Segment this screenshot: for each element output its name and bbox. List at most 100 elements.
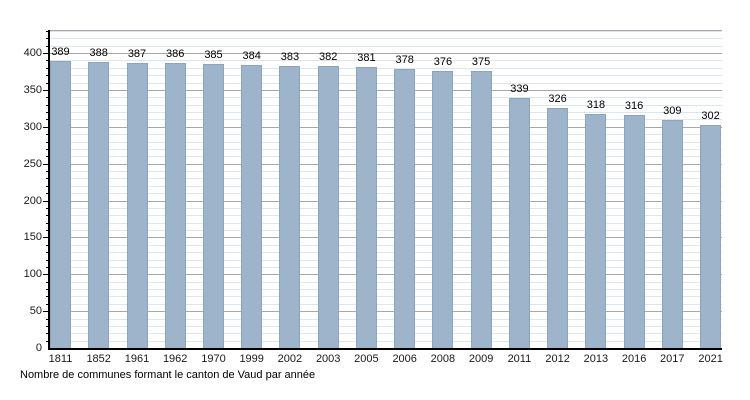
- y-axis: [48, 30, 50, 350]
- y-gridline-minor: [50, 178, 722, 180]
- y-gridline-minor: [50, 222, 722, 224]
- y-tick-label: 250: [23, 157, 42, 170]
- y-gridline-minor: [50, 303, 722, 305]
- bar-value-label: 381: [357, 52, 376, 64]
- y-tick-label: 150: [23, 231, 42, 244]
- x-tick-label: 1999: [239, 353, 264, 365]
- x-axis: [48, 348, 722, 350]
- x-tick-label: 1961: [124, 353, 150, 365]
- bar-value-label: 339: [510, 83, 529, 95]
- y-gridline-minor: [50, 207, 722, 209]
- bar: [585, 113, 607, 348]
- chart-caption: Nombre de communes formant le canton de …: [20, 369, 316, 381]
- y-gridline-minor: [50, 230, 722, 231]
- bar: [355, 67, 377, 348]
- bar-value-label: 389: [51, 46, 70, 59]
- y-tick-label: 350: [23, 83, 42, 96]
- bar-value-label: 316: [624, 99, 644, 112]
- y-gridline-minor: [50, 75, 722, 77]
- bar: [432, 70, 454, 348]
- bar: [203, 64, 224, 348]
- y-gridline-minor: [50, 141, 722, 143]
- plot-frame-top: [50, 30, 722, 31]
- bar-value-label: 388: [89, 46, 108, 59]
- x-tick-label: 2017: [660, 353, 685, 365]
- bar-value-label: 309: [663, 105, 682, 118]
- y-gridline-major: [50, 89, 722, 91]
- y-axis-tick: [43, 200, 50, 202]
- y-axis-tick: [43, 89, 50, 91]
- y-tick-label: 50: [29, 305, 42, 318]
- x-tick-label: 2006: [392, 353, 417, 365]
- y-gridline-minor: [50, 171, 722, 172]
- bar-value-label: 318: [586, 98, 606, 111]
- y-tick-label: 100: [23, 268, 42, 281]
- y-gridline-major: [50, 200, 722, 202]
- bar: [50, 61, 71, 348]
- bar: [126, 62, 148, 348]
- y-gridline-minor: [50, 185, 722, 187]
- y-gridline-minor: [50, 45, 722, 47]
- y-gridline-minor: [50, 289, 722, 290]
- y-gridline-minor: [50, 82, 722, 84]
- y-gridline-minor: [50, 252, 722, 254]
- bar-value-label: 384: [242, 49, 261, 62]
- x-tick-label: 1852: [86, 353, 111, 365]
- bar-value-label: 302: [701, 110, 720, 123]
- y-axis-tick: [43, 237, 50, 239]
- x-tick-label: 1970: [201, 353, 226, 365]
- y-tick-label: 400: [23, 47, 42, 59]
- bar: [241, 64, 263, 348]
- x-tick-label: 2002: [277, 353, 303, 365]
- y-gridline-minor: [50, 281, 722, 283]
- bar: [88, 61, 110, 348]
- y-gridline-minor: [50, 134, 722, 136]
- y-gridline-major: [50, 311, 722, 313]
- bar: [164, 63, 186, 348]
- bar: [279, 65, 301, 348]
- y-gridline-minor: [50, 259, 722, 261]
- x-tick-label: 2008: [430, 353, 456, 365]
- y-gridline-minor: [50, 30, 722, 32]
- y-tick-label: 0: [35, 342, 42, 354]
- y-gridline-minor: [50, 266, 722, 268]
- y-gridline-minor: [50, 318, 722, 320]
- y-gridline-minor: [50, 333, 722, 335]
- bar-value-label: 326: [548, 92, 567, 105]
- x-tick-label: 2016: [621, 353, 647, 365]
- x-tick-label: 1962: [162, 353, 188, 365]
- y-gridline-minor: [50, 215, 722, 217]
- y-axis-tick: [43, 126, 50, 128]
- y-gridline-minor: [50, 193, 722, 195]
- y-axis-tick: [43, 311, 50, 313]
- bar: [661, 120, 683, 348]
- y-gridline-minor: [50, 296, 722, 298]
- y-axis-tick: [43, 163, 50, 165]
- bar: [470, 71, 492, 348]
- y-gridline-minor: [50, 244, 722, 246]
- bar: [317, 66, 339, 348]
- y-gridline-minor: [50, 38, 722, 40]
- y-gridline-minor: [50, 112, 722, 113]
- x-tick-label: 1811: [48, 353, 73, 365]
- x-tick-label: 2003: [315, 353, 341, 365]
- x-tick-label: 2013: [583, 353, 609, 365]
- x-tick-label: 2012: [545, 353, 570, 365]
- x-tick-label: 2005: [354, 353, 379, 365]
- bar-value-label: 378: [395, 54, 414, 67]
- y-tick-label: 300: [23, 120, 42, 133]
- bar: [623, 114, 645, 348]
- bar: [394, 69, 416, 348]
- bar: [547, 107, 569, 348]
- bar-value-label: 376: [433, 55, 453, 68]
- y-gridline-minor: [50, 156, 722, 158]
- y-gridline-major: [50, 126, 722, 128]
- y-gridline-minor: [50, 148, 722, 150]
- y-gridline-minor: [50, 67, 722, 69]
- y-gridline-minor: [50, 325, 722, 327]
- x-tick-label: 2021: [698, 353, 723, 365]
- bar: [508, 98, 530, 348]
- y-axis-tick: [43, 274, 50, 276]
- y-tick-label: 200: [23, 194, 42, 207]
